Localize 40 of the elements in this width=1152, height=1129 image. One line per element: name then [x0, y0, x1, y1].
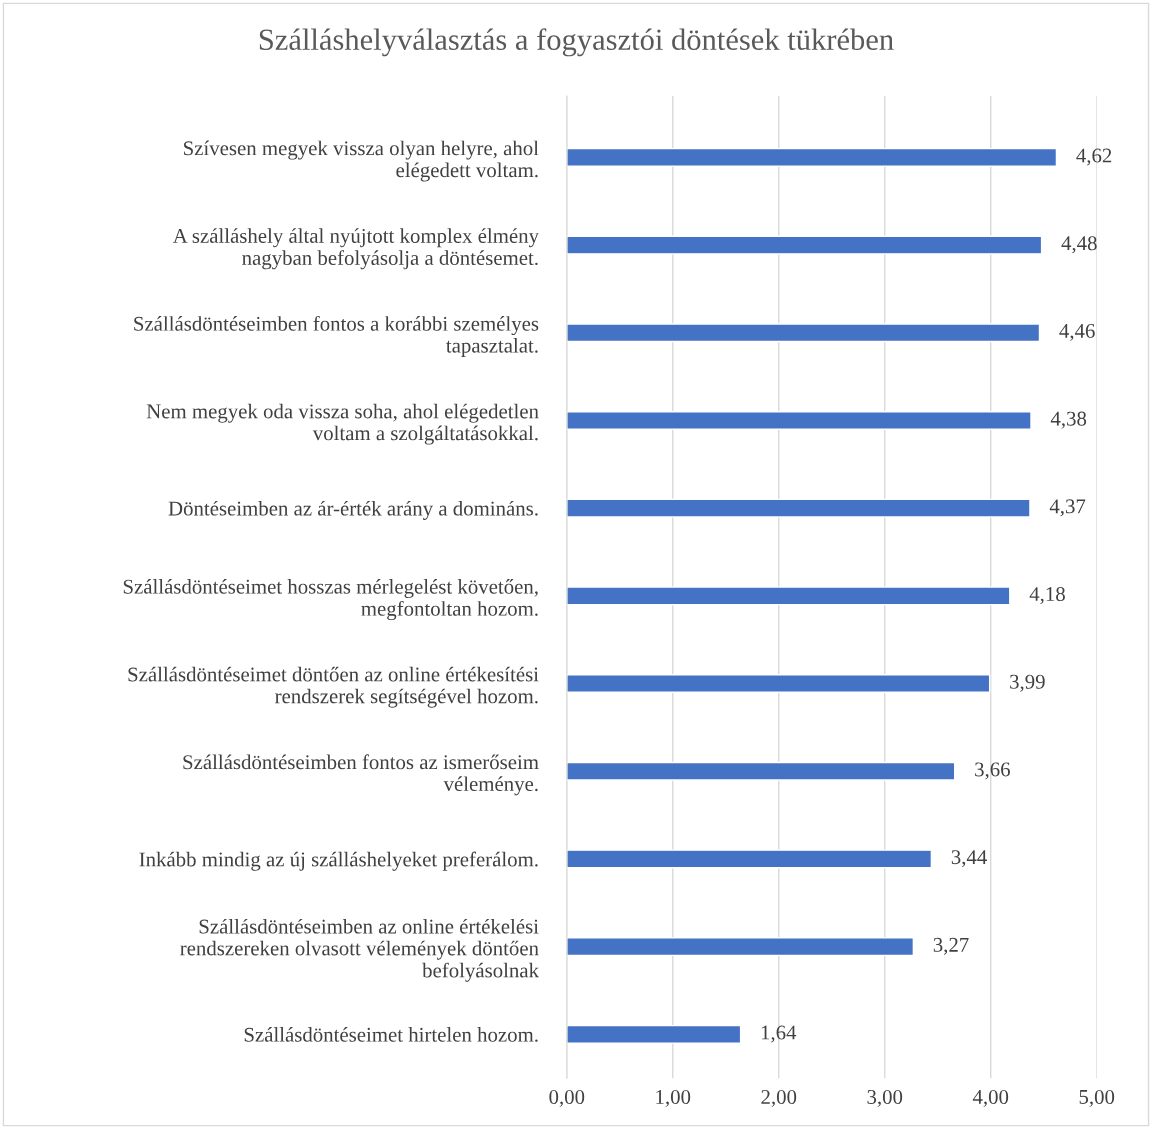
bar [566, 849, 933, 869]
data-label: 4,48 [1061, 236, 1097, 254]
data-label: 4,62 [1076, 148, 1112, 166]
data-label: 3,44 [951, 850, 987, 868]
y-tick-label: Inkább mindig az új szálláshelyeket preferálom. [139, 851, 538, 871]
x-tick-label: 5,00 [1079, 1089, 1115, 1107]
data-label: 3,27 [933, 937, 969, 955]
y-tick-label: Szállásdöntéseimet hirtelen hozom. [244, 1027, 538, 1042]
bar [566, 235, 1043, 255]
x-tick-label: 2,00 [761, 1089, 797, 1107]
bar [566, 674, 991, 694]
bar [566, 323, 1041, 343]
data-label: 4,18 [1029, 587, 1065, 605]
data-label: 1,64 [761, 1025, 797, 1043]
y-tick-label: Szállásdöntéseimben fontos a korábbi személyes tapasztalat. [134, 315, 539, 357]
data-label: 3,66 [975, 762, 1010, 780]
x-tick-label: 1,00 [656, 1089, 691, 1107]
y-tick-label: Nem megyek oda vissza soha, ahol elégedetlen voltam a szolgáltatásokkal. [146, 403, 539, 445]
data-label: 3,99 [1010, 674, 1045, 692]
y-tick-label: Szállásdöntéseimben az online értékelési rendszereken olvasott vélemények döntően befolyásolnak [180, 918, 539, 982]
y-tick-label: Szállásdöntéseimet hosszas mérlegelést követően, megfontoltan hozom. [123, 579, 538, 621]
y-tick-label: Szállásdöntéseimet döntően az online értékesítési rendszerek segítségével hozom. [128, 666, 539, 708]
x-tick-label: 0,00 [549, 1089, 585, 1107]
bar [566, 937, 915, 957]
bar [566, 498, 1031, 518]
y-tick-label: Szívesen megyek vissza olyan helyre, ahol elégedett voltam. [184, 140, 539, 182]
data-label: 4,37 [1049, 499, 1086, 517]
bar [566, 410, 1032, 430]
y-tick-label: A szálláshely által nyújtott komplex élmény nagyban befolyásolja a döntésemet. [172, 228, 539, 270]
chart-title: Szálláshelyválasztás a fogyasztói döntések tükrében [259, 28, 894, 57]
x-tick-label: 4,00 [972, 1089, 1009, 1107]
bar [566, 586, 1011, 606]
bar [566, 1024, 742, 1044]
data-label: 4,38 [1050, 411, 1087, 429]
data-label: 4,46 [1059, 323, 1095, 341]
y-tick-label: Döntéseimben az ár-érték arány a domináns. [168, 500, 538, 520]
bar [566, 147, 1058, 167]
bar [566, 761, 956, 781]
y-tick-label: Szállásdöntéseimben fontos az ismerőseim véleménye. [183, 754, 539, 796]
x-tick-label: 3,00 [867, 1089, 903, 1107]
